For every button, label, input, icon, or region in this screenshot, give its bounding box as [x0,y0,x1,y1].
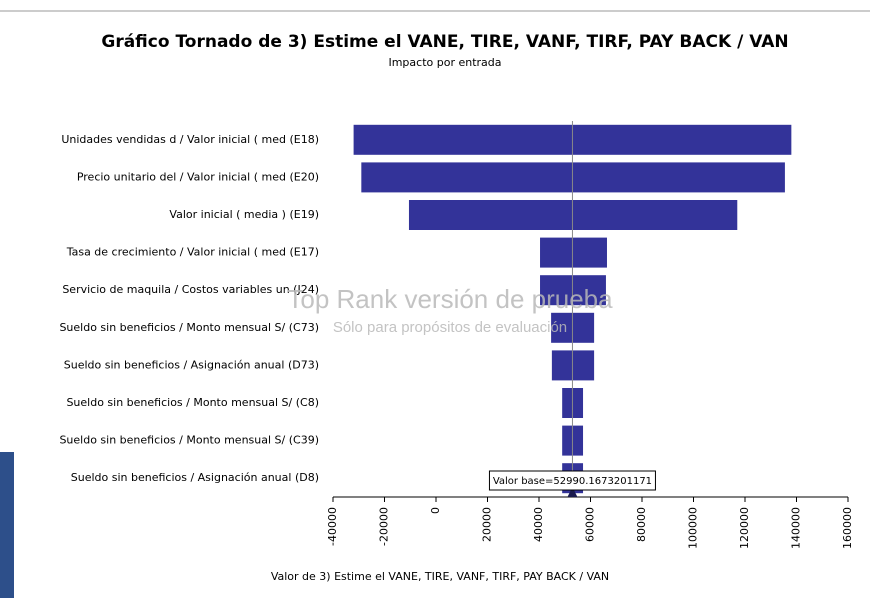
bar [408,200,738,230]
y-tick-label: Servicio de maquila / Costos variables u… [62,283,319,296]
watermark: Top Rank versión de prueba [287,284,613,314]
x-tick-label: 120000 [738,507,751,549]
base-label: Valor base=52990.1673201171 [493,476,652,487]
x-tick-label: 20000 [481,507,494,542]
x-tick-label: 40000 [532,507,545,542]
bar [551,350,595,381]
bar [540,275,606,306]
chart-title: Gráfico Tornado de 3) Estime el VANE, TI… [101,32,788,52]
y-tick-label: Sueldo sin beneficios / Asignación anual… [64,358,319,371]
y-tick-label: Sueldo sin beneficios / Asignación anual… [71,471,319,484]
y-tick-label: Unidades vendidas d / Valor inicial ( me… [61,133,319,146]
x-tick-label: 100000 [687,507,700,549]
x-tick-label: 160000 [841,507,854,549]
x-tick-label: -20000 [378,507,391,546]
x-tick-label: 0 [429,507,442,514]
bar [540,237,607,268]
y-tick-label: Sueldo sin beneficios / Monto mensual S/… [59,434,319,447]
watermark: Sólo para propósitos de evaluación [333,319,567,336]
plot: -40000 -20000 0 20000 40000 60000 80000 100000 1… [59,121,854,549]
base-marker [567,487,578,497]
x-tick-label: 60000 [584,507,597,542]
x-tick-label: 80000 [635,507,648,542]
bar [361,162,785,193]
background-window [0,452,14,598]
x-axis-label: Valor de 3) Estime el VANE, TIRE, VANF, … [271,570,609,583]
y-tick-label: Precio unitario del / Valor inicial ( me… [77,170,319,183]
x-tick-label: -40000 [326,507,339,546]
y-tick-label: Sueldo sin beneficios / Monto mensual S/… [59,321,319,334]
chart-subtitle: Impacto por entrada [388,56,501,69]
y-tick-label: Tasa de crecimiento / Valor inicial ( me… [66,246,319,259]
base-label-box [488,470,656,491]
y-tick-label: Sueldo sin beneficios / Monto mensual S/… [66,396,319,409]
x-tick-label: 140000 [790,507,803,549]
y-tick-label: Valor inicial ( media ) (E19) [169,208,319,221]
